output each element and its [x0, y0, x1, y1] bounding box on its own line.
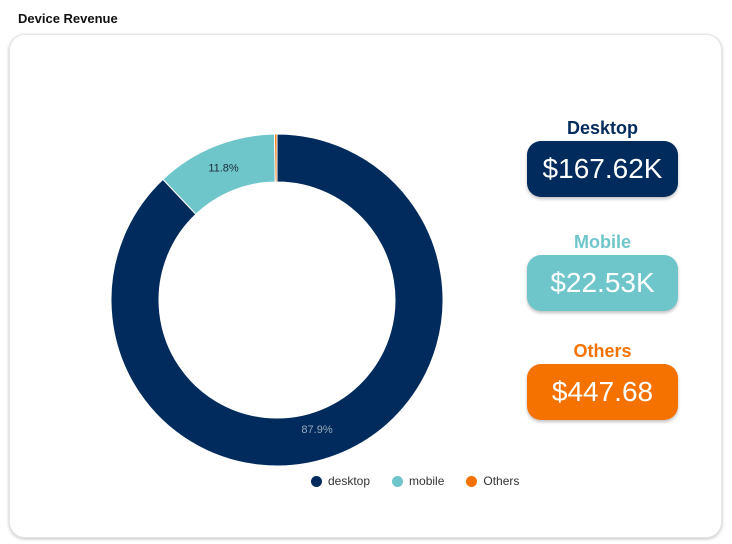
legend-dot-mobile	[392, 475, 404, 487]
kpi-mobile: Mobile $22.53K	[527, 231, 678, 311]
donut-label-mobile: 11.8%	[208, 162, 239, 174]
legend-item-desktop[interactable]: desktop	[311, 474, 370, 488]
donut-label-desktop: 87.9%	[301, 424, 332, 436]
kpi-mobile-value: $22.53K	[527, 255, 678, 311]
kpi-desktop: Desktop $167.62K	[527, 117, 678, 197]
chart-legend: desktop mobile Others	[311, 474, 541, 488]
kpi-desktop-value: $167.62K	[527, 141, 678, 197]
legend-label-mobile: mobile	[409, 474, 445, 488]
legend-dot-desktop	[311, 475, 322, 487]
kpi-others: Others $447.68	[527, 340, 678, 420]
legend-dot-others	[466, 475, 478, 487]
legend-item-mobile[interactable]: mobile	[392, 474, 444, 488]
kpi-mobile-label: Mobile	[574, 232, 631, 252]
kpi-desktop-label: Desktop	[566, 118, 638, 138]
legend-label-desktop: desktop	[328, 474, 371, 488]
legend-item-others[interactable]: Others	[466, 474, 519, 488]
section-title: Device Revenue	[18, 11, 118, 26]
legend-label-others: Others	[483, 474, 520, 488]
kpi-others-value: $447.68	[527, 364, 678, 420]
kpi-others-label: Others	[573, 341, 632, 361]
donut-slice-desktop[interactable]	[110, 133, 444, 467]
donut-slice-others[interactable]	[274, 133, 278, 183]
